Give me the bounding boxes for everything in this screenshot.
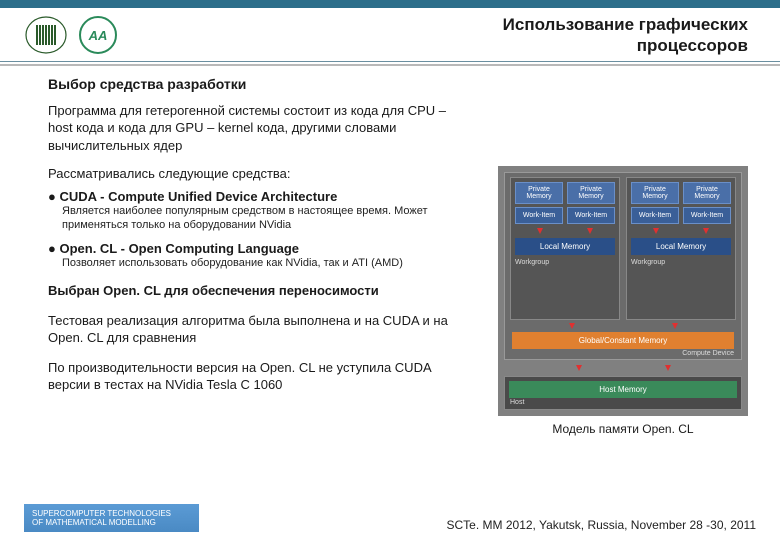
host-box: Host Memory Host [504, 376, 742, 410]
list-item: Open. CL - Open Computing Language Позво… [48, 241, 478, 270]
arrow-icon [569, 323, 575, 329]
footer: SUPERCOMPUTER TECHNOLOGIES OF MATHEMATIC… [0, 504, 780, 532]
host-label: Host [508, 399, 738, 406]
chosen-text: Выбран Open. CL для обеспечения переноси… [48, 282, 448, 300]
bullet-sub: Является наиболее популярным средством в… [48, 204, 478, 233]
footer-conference: SCTe. MM 2012, Yakutsk, Russia, November… [447, 518, 756, 532]
workgroup-label: Workgroup [515, 258, 615, 266]
arrow-icon [653, 228, 659, 234]
compute-device-label: Compute Device [510, 349, 736, 357]
org-logo-1-icon [24, 15, 68, 55]
footer-logo: SUPERCOMPUTER TECHNOLOGIES OF MATHEMATIC… [24, 504, 199, 532]
compute-device-box: Private Memory Private Memory Work-Item … [504, 172, 742, 360]
diagram-caption: Модель памяти Open. CL [552, 422, 693, 436]
arrow-icon [665, 365, 671, 371]
footer-logo-line-1: SUPERCOMPUTER TECHNOLOGIES [32, 509, 191, 518]
test-text-1: Тестовая реализация алгоритма была выпол… [48, 312, 448, 347]
work-item-box: Work-Item [515, 207, 563, 224]
private-memory-box: Private Memory [631, 182, 679, 204]
list-item: CUDA - Compute Unified Device Architectu… [48, 189, 478, 233]
subtitle: Выбор средства разработки [48, 76, 756, 92]
workgroup-box: Private Memory Private Memory Work-Item … [626, 177, 736, 320]
arrow-icon [537, 228, 543, 234]
work-item-box: Work-Item [683, 207, 731, 224]
local-memory-box: Local Memory [515, 238, 615, 255]
workgroup-label: Workgroup [631, 258, 731, 266]
top-accent-bar [0, 0, 780, 8]
footer-logo-line-2: OF MATHEMATICAL MODELLING [32, 518, 191, 527]
list-intro: Рассматривались следующие средства: [48, 166, 478, 181]
test-text-2: По производительности версия на Open. CL… [48, 359, 448, 394]
private-memory-box: Private Memory [567, 182, 615, 204]
intro-paragraph: Программа для гетерогенной системы состо… [48, 102, 448, 155]
private-memory-box: Private Memory [683, 182, 731, 204]
header: AA Использование графических процессоров [0, 8, 780, 62]
work-item-box: Work-Item [631, 207, 679, 224]
local-memory-box: Local Memory [631, 238, 731, 255]
tools-list: CUDA - Compute Unified Device Architectu… [48, 189, 478, 270]
arrow-icon [576, 365, 582, 371]
bullet-head: Open. CL - Open Computing Language [48, 241, 478, 256]
svg-text:AA: AA [88, 28, 108, 43]
host-memory-box: Host Memory [509, 381, 737, 398]
arrow-icon [672, 323, 678, 329]
bullet-head: CUDA - Compute Unified Device Architectu… [48, 189, 478, 204]
global-memory-box: Global/Constant Memory [512, 332, 734, 349]
title-line-2: процессоров [503, 35, 748, 56]
arrow-icon [587, 228, 593, 234]
bullet-sub: Позволяет использовать оборудование как … [48, 256, 478, 270]
workgroup-box: Private Memory Private Memory Work-Item … [510, 177, 620, 320]
two-column-layout: Рассматривались следующие средства: CUDA… [48, 166, 756, 436]
logo-area: AA [24, 15, 118, 55]
slide-title: Использование графических процессоров [503, 14, 756, 57]
title-line-1: Использование графических [503, 14, 748, 35]
content-area: Выбор средства разработки Программа для … [0, 66, 780, 437]
arrow-icon [703, 228, 709, 234]
work-item-box: Work-Item [567, 207, 615, 224]
private-memory-box: Private Memory [515, 182, 563, 204]
workgroups-row: Private Memory Private Memory Work-Item … [510, 177, 736, 320]
org-logo-2-icon: AA [78, 15, 118, 55]
left-column: Рассматривались следующие средства: CUDA… [48, 166, 478, 436]
opencl-memory-diagram: Private Memory Private Memory Work-Item … [498, 166, 748, 416]
right-column: Private Memory Private Memory Work-Item … [490, 166, 756, 436]
